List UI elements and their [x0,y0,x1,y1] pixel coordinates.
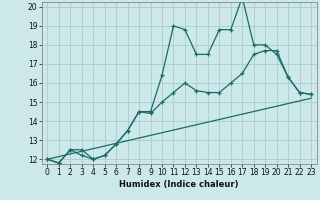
X-axis label: Humidex (Indice chaleur): Humidex (Indice chaleur) [119,180,239,189]
